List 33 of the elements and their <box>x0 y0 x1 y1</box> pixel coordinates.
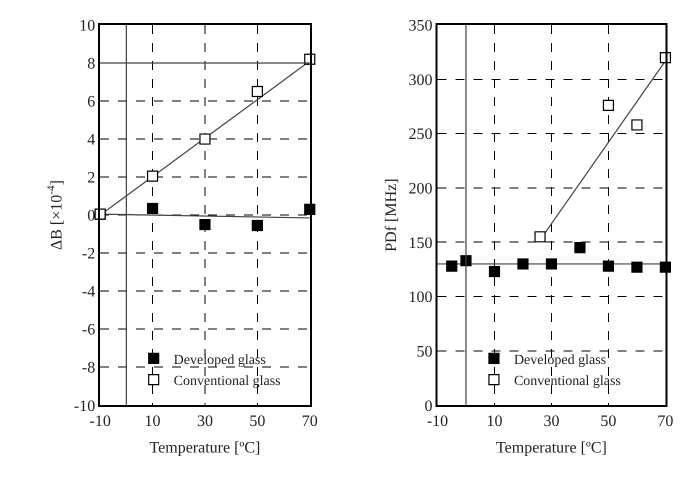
y-tick-label: -8 <box>82 360 96 377</box>
y-axis-title: PDf [MHz] <box>382 178 400 252</box>
y-tick-label: -6 <box>82 322 96 339</box>
x-tick-label: 10 <box>144 413 161 430</box>
y-tick-label: 0 <box>424 398 433 415</box>
x-axis-title: Temperature [ºC] <box>496 439 607 456</box>
x-tick-label: 70 <box>302 413 318 430</box>
legend-label: Conventional glass <box>174 374 281 390</box>
y-tick-label: 8 <box>87 56 96 73</box>
x-axis-title: Temperature [ºC] <box>149 439 260 456</box>
y-tick-label: 2 <box>87 170 96 187</box>
x-tick-label: 50 <box>249 413 266 430</box>
legend-label: Developed glass <box>174 352 266 368</box>
y-tick-label: 6 <box>87 94 96 111</box>
y-tick-label: -4 <box>82 284 96 301</box>
y-tick-label: 4 <box>87 132 96 149</box>
y-tick-label: 100 <box>408 289 433 306</box>
y-tick-label: 10 <box>79 18 96 35</box>
y-tick-label: 350 <box>408 18 433 35</box>
y-tick-label: -2 <box>82 246 96 263</box>
x-tick-label: 30 <box>196 413 213 430</box>
x-tick-label: 10 <box>486 413 502 430</box>
y-tick-label: 200 <box>408 180 433 198</box>
legend-label: Developed glass <box>514 352 606 368</box>
y-tick-label: 50 <box>416 343 433 360</box>
legend-label: Conventional glass <box>514 374 621 390</box>
x-tick-label: 30 <box>543 413 560 430</box>
y-tick-label: 250 <box>408 126 433 144</box>
y-tick-label: -10 <box>74 398 96 415</box>
x-tick-label: 70 <box>657 413 674 430</box>
y-tick-label: 300 <box>408 72 433 89</box>
y-tick-label: 150 <box>408 234 433 252</box>
x-tick-label: 50 <box>600 413 616 430</box>
